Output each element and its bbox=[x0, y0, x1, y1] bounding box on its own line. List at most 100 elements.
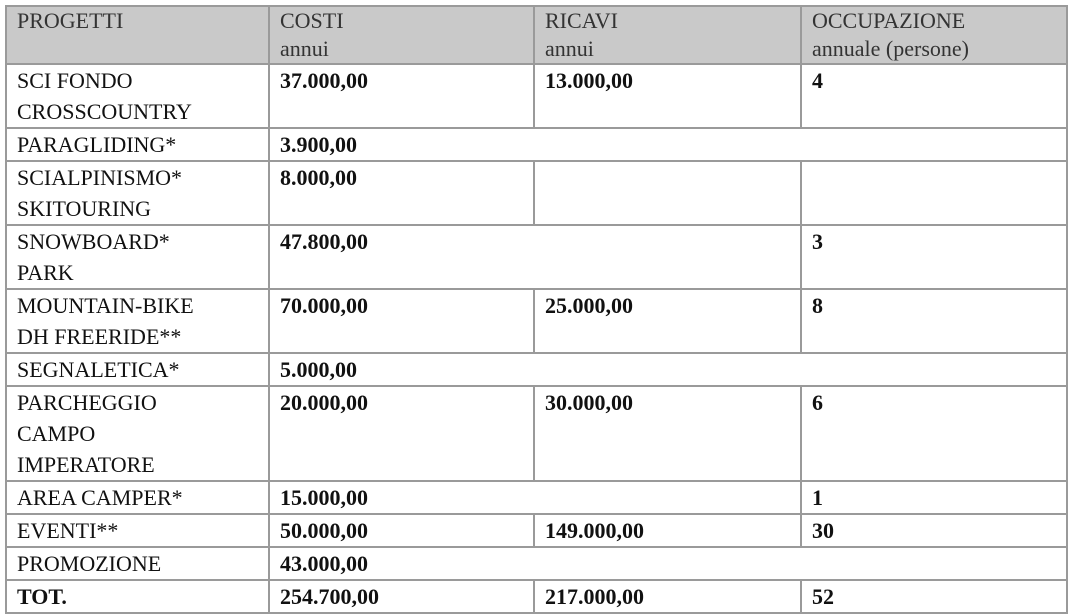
table-cell: SCI FONDO CROSSCOUNTRY bbox=[5, 63, 270, 129]
table-row: AREA CAMPER* 15.000,00 1 bbox=[5, 480, 1068, 515]
cell-text: RICAVI bbox=[545, 8, 618, 33]
cell-text: TOT. bbox=[17, 584, 67, 609]
cell-text: IMPERATORE bbox=[17, 452, 155, 477]
table-cell: MOUNTAIN-BIKE DH FREERIDE** bbox=[5, 288, 270, 354]
header-cell: RICAVI annui bbox=[533, 5, 802, 65]
cell-text: SCI FONDO bbox=[17, 68, 133, 93]
table-cell: 37.000,00 bbox=[268, 63, 535, 129]
table-row: SNOWBOARD* PARK 47.800,00 3 bbox=[5, 224, 1068, 290]
table-row: PARCHEGGIO CAMPO IMPERATORE 20.000,00 30.000… bbox=[5, 385, 1068, 482]
cell-text: PARAGLIDING* bbox=[17, 132, 177, 157]
table-row: MOUNTAIN-BIKE DH FREERIDE** 70.000,00 25.00… bbox=[5, 288, 1068, 354]
cell-text: COSTI bbox=[280, 8, 344, 33]
table-cell bbox=[533, 160, 802, 226]
cell-text: 50.000,00 bbox=[280, 518, 368, 543]
table-cell: 254.700,00 bbox=[268, 579, 535, 614]
projects-table: PROGETTI COSTI annui RICAVI annui OCCUPAZI… bbox=[5, 5, 1068, 614]
cell-text: PROGETTI bbox=[17, 8, 124, 33]
cell-text: AREA CAMPER* bbox=[17, 485, 183, 510]
table-cell: 8 bbox=[800, 288, 1068, 354]
cell-text: SCIALPINISMO* bbox=[17, 165, 183, 190]
cell-text: CROSSCOUNTRY bbox=[17, 99, 192, 124]
table-cell: 50.000,00 bbox=[268, 513, 535, 548]
cell-text: CAMPO bbox=[17, 421, 96, 446]
cell-text: SNOWBOARD* bbox=[17, 229, 170, 254]
table-row: PARAGLIDING* 3.900,00 bbox=[5, 127, 1068, 162]
cell-text: 20.000,00 bbox=[280, 390, 368, 415]
cell-text: 5.000,00 bbox=[280, 357, 357, 382]
table-row: SCIALPINISMO* SKITOURING 8.000,00 bbox=[5, 160, 1068, 226]
cell-text: annui bbox=[545, 36, 594, 61]
cell-text: 254.700,00 bbox=[280, 584, 379, 609]
cell-text: PARK bbox=[17, 260, 74, 285]
table-cell: 4 bbox=[800, 63, 1068, 129]
cell-text: 30 bbox=[812, 518, 834, 543]
cell-text: 3.900,00 bbox=[280, 132, 357, 157]
cell-text: SKITOURING bbox=[17, 196, 152, 221]
cell-text: 70.000,00 bbox=[280, 293, 368, 318]
table-cell: 3.900,00 bbox=[268, 127, 1068, 162]
cell-text: annuale (persone) bbox=[812, 36, 969, 61]
cell-text: PARCHEGGIO bbox=[17, 390, 157, 415]
header-cell: COSTI annui bbox=[268, 5, 535, 65]
cell-text: 149.000,00 bbox=[545, 518, 644, 543]
cell-text: EVENTI** bbox=[17, 518, 119, 543]
table-cell: 25.000,00 bbox=[533, 288, 802, 354]
table-cell: 8.000,00 bbox=[268, 160, 535, 226]
cell-text: 1 bbox=[812, 485, 823, 510]
table-cell: 52 bbox=[800, 579, 1068, 614]
table-cell: 20.000,00 bbox=[268, 385, 535, 482]
table-cell: EVENTI** bbox=[5, 513, 270, 548]
table-row: SCI FONDO CROSSCOUNTRY 37.000,00 13.000,00 4 bbox=[5, 63, 1068, 129]
cell-text: 217.000,00 bbox=[545, 584, 644, 609]
cell-text: 4 bbox=[812, 68, 823, 93]
table-cell: 3 bbox=[800, 224, 1068, 290]
table-cell: 6 bbox=[800, 385, 1068, 482]
table-cell: 70.000,00 bbox=[268, 288, 535, 354]
cell-text: 8 bbox=[812, 293, 823, 318]
table-cell: 30 bbox=[800, 513, 1068, 548]
cell-text: 37.000,00 bbox=[280, 68, 368, 93]
table-cell: PARAGLIDING* bbox=[5, 127, 270, 162]
cell-text: 47.800,00 bbox=[280, 229, 368, 254]
table-cell: AREA CAMPER* bbox=[5, 480, 270, 515]
table-cell: 15.000,00 bbox=[268, 480, 802, 515]
cell-text: PROMOZIONE bbox=[17, 551, 162, 576]
table-cell bbox=[800, 160, 1068, 226]
table-cell: 149.000,00 bbox=[533, 513, 802, 548]
cell-text: annui bbox=[280, 36, 329, 61]
table-cell: SNOWBOARD* PARK bbox=[5, 224, 270, 290]
header-row: PROGETTI COSTI annui RICAVI annui OCCUPAZI… bbox=[5, 5, 1068, 65]
cell-text: 6 bbox=[812, 390, 823, 415]
table-cell: 5.000,00 bbox=[268, 352, 1068, 387]
cell-text: 3 bbox=[812, 229, 823, 254]
table-cell: 13.000,00 bbox=[533, 63, 802, 129]
cell-text: 52 bbox=[812, 584, 834, 609]
table-cell: 1 bbox=[800, 480, 1068, 515]
cell-text: 43.000,00 bbox=[280, 551, 368, 576]
table-row: SEGNALETICA* 5.000,00 bbox=[5, 352, 1068, 387]
table-cell: PARCHEGGIO CAMPO IMPERATORE bbox=[5, 385, 270, 482]
table-cell: 30.000,00 bbox=[533, 385, 802, 482]
header-cell: OCCUPAZIONE annuale (persone) bbox=[800, 5, 1068, 65]
cell-text: 30.000,00 bbox=[545, 390, 633, 415]
cell-text: MOUNTAIN-BIKE bbox=[17, 293, 194, 318]
cell-text: SEGNALETICA* bbox=[17, 357, 180, 382]
table-cell: PROMOZIONE bbox=[5, 546, 270, 581]
table-cell: 43.000,00 bbox=[268, 546, 1068, 581]
cell-text: OCCUPAZIONE bbox=[812, 8, 966, 33]
header-cell: PROGETTI bbox=[5, 5, 270, 65]
cell-text: 15.000,00 bbox=[280, 485, 368, 510]
cell-text: 13.000,00 bbox=[545, 68, 633, 93]
cell-text: DH FREERIDE** bbox=[17, 324, 182, 349]
cell-text: 25.000,00 bbox=[545, 293, 633, 318]
table-cell: 47.800,00 bbox=[268, 224, 802, 290]
table-cell: SCIALPINISMO* SKITOURING bbox=[5, 160, 270, 226]
table-cell: 217.000,00 bbox=[533, 579, 802, 614]
table-row: PROMOZIONE 43.000,00 bbox=[5, 546, 1068, 581]
table-cell: TOT. bbox=[5, 579, 270, 614]
table-row: TOT. 254.700,00 217.000,00 52 bbox=[5, 579, 1068, 614]
table-row: EVENTI** 50.000,00 149.000,00 30 bbox=[5, 513, 1068, 548]
cell-text: 8.000,00 bbox=[280, 165, 357, 190]
